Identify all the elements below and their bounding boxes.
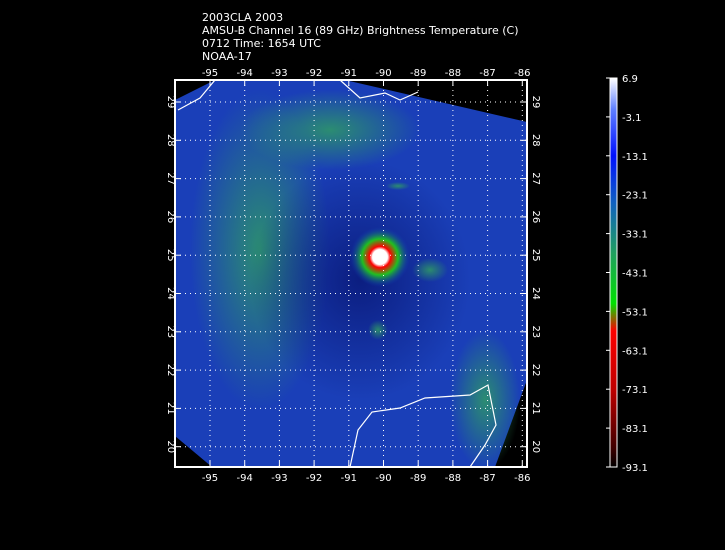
lon-label: -92 bbox=[306, 473, 322, 484]
colorbar-label: -23.1 bbox=[622, 191, 648, 202]
lat-label: 27 bbox=[530, 172, 541, 185]
lat-label: 25 bbox=[530, 249, 541, 262]
colorbar-labels: 6.9 -3.1 -13.1 -23.1 -33.1 -43.1 -53.1 -63.1 -73… bbox=[606, 74, 648, 474]
lat-label: 24 bbox=[165, 287, 176, 300]
map-frame bbox=[174, 79, 528, 468]
lat-label: 20 bbox=[530, 440, 541, 453]
grid bbox=[175, 80, 527, 467]
lon-label: -88 bbox=[445, 68, 461, 79]
lon-label: -94 bbox=[237, 68, 253, 79]
axes: -95 -95 -94 -94 -93 -93 -92 -92 -91 -91 -90 -90 -89 -… bbox=[165, 68, 541, 484]
coastline bbox=[349, 384, 497, 467]
imagery bbox=[175, 80, 527, 467]
lon-label: -89 bbox=[410, 68, 426, 79]
colorbar-label: -63.1 bbox=[622, 346, 648, 357]
title-line: 0712 Time: 1654 UTC bbox=[202, 37, 321, 50]
lon-label: -90 bbox=[375, 68, 391, 79]
lat-label: 28 bbox=[165, 134, 176, 147]
lat-label: 28 bbox=[530, 134, 541, 147]
lon-label: -92 bbox=[306, 68, 322, 79]
lat-label: 29 bbox=[530, 96, 541, 109]
colorbar-label: 6.9 bbox=[622, 74, 638, 85]
lat-label: 26 bbox=[530, 211, 541, 224]
colorbar-label: -73.1 bbox=[622, 385, 648, 396]
lon-label: -93 bbox=[271, 68, 287, 79]
lat-label: 29 bbox=[165, 96, 176, 109]
lat-label: 24 bbox=[530, 287, 541, 300]
title-line: AMSU-B Channel 16 (89 GHz) Brightness Te… bbox=[202, 24, 519, 37]
lon-label: -86 bbox=[514, 473, 530, 484]
lon-label: -91 bbox=[341, 68, 357, 79]
colorbar-label: -43.1 bbox=[622, 269, 648, 280]
lat-label: 20 bbox=[165, 440, 176, 453]
colorbar-label: -93.1 bbox=[622, 463, 648, 474]
lon-label: -90 bbox=[375, 473, 391, 484]
lon-label: -94 bbox=[237, 473, 253, 484]
lat-label: 22 bbox=[165, 364, 176, 377]
lat-label: 26 bbox=[165, 211, 176, 224]
lon-label: -86 bbox=[514, 68, 530, 79]
rain-band bbox=[412, 258, 448, 282]
colorbar-label: -33.1 bbox=[622, 230, 648, 241]
colorbar-label: -13.1 bbox=[622, 152, 648, 163]
lon-label: -89 bbox=[410, 473, 426, 484]
lon-label: -91 bbox=[341, 473, 357, 484]
rain-band bbox=[386, 182, 410, 190]
lon-label: -95 bbox=[202, 473, 218, 484]
storm-core bbox=[350, 227, 410, 287]
title-line: NOAA-17 bbox=[202, 50, 252, 63]
colorbar-label: -83.1 bbox=[622, 424, 648, 435]
colorbar bbox=[609, 77, 618, 468]
outer-band bbox=[240, 90, 420, 170]
lon-label: -87 bbox=[479, 473, 495, 484]
lat-label: 23 bbox=[165, 325, 176, 338]
edge-band bbox=[450, 330, 520, 467]
rain-band bbox=[368, 320, 388, 340]
lat-label: 21 bbox=[530, 402, 541, 415]
lat-label: 27 bbox=[165, 172, 176, 185]
lat-label: 25 bbox=[165, 249, 176, 262]
lon-label: -87 bbox=[479, 68, 495, 79]
lat-label: 21 bbox=[165, 402, 176, 415]
lon-label: -88 bbox=[445, 473, 461, 484]
lat-label: 22 bbox=[530, 364, 541, 377]
lon-label: -95 bbox=[202, 68, 218, 79]
lat-label: 23 bbox=[530, 325, 541, 338]
dark-region bbox=[250, 160, 470, 400]
lon-label: -93 bbox=[271, 473, 287, 484]
title-line: 2003CLA 2003 bbox=[202, 11, 283, 24]
colorbar-label: -53.1 bbox=[622, 307, 648, 318]
colorbar-label: -3.1 bbox=[622, 113, 642, 124]
